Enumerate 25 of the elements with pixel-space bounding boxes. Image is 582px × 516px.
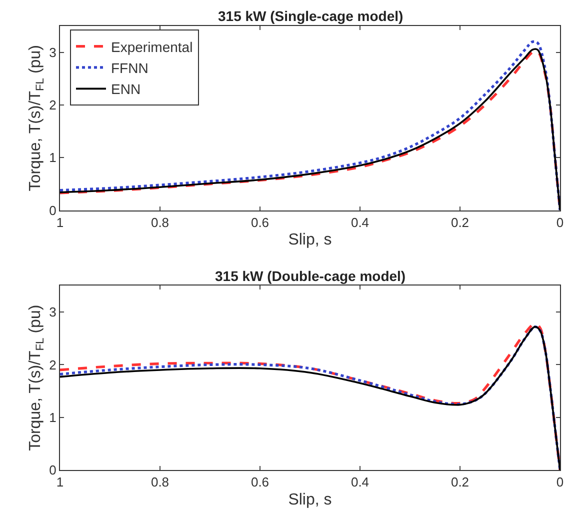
x-tick-label: 0.6: [250, 474, 270, 490]
x-tick-label: 0.2: [450, 214, 470, 230]
y-tick-label: 2: [49, 357, 56, 372]
x-tick-label: 0: [556, 214, 564, 230]
legend-label: Experimental: [111, 38, 193, 55]
chart-title: 315 kW (Single-cage model): [218, 8, 404, 24]
x-tick-label: 0.2: [450, 474, 470, 490]
legend-label: ENN: [111, 81, 141, 98]
x-axis-title: Slip, s: [288, 232, 332, 249]
x-tick-label: 0.4: [350, 474, 370, 490]
x-tick-label: 0: [556, 474, 564, 490]
y-tick-label: 1: [49, 410, 56, 425]
y-tick-label: 3: [49, 44, 56, 60]
y-tick-label: 0: [49, 202, 56, 218]
x-tick-label: 0.8: [150, 474, 170, 490]
y-tick-label: 0: [49, 462, 56, 478]
y-tick-label: 2: [49, 98, 56, 113]
legend-label: FFNN: [111, 60, 148, 76]
x-tick-label: 0.6: [250, 214, 270, 230]
chart-title: 315 kW (Double-cage model): [215, 268, 406, 284]
x-axis-title: Slip, s: [288, 491, 332, 508]
x-tick-label: 0.8: [150, 214, 170, 230]
x-tick-label: 0.4: [350, 214, 370, 230]
y-tick-label: 3: [49, 304, 56, 320]
y-tick-label: 1: [49, 150, 56, 166]
